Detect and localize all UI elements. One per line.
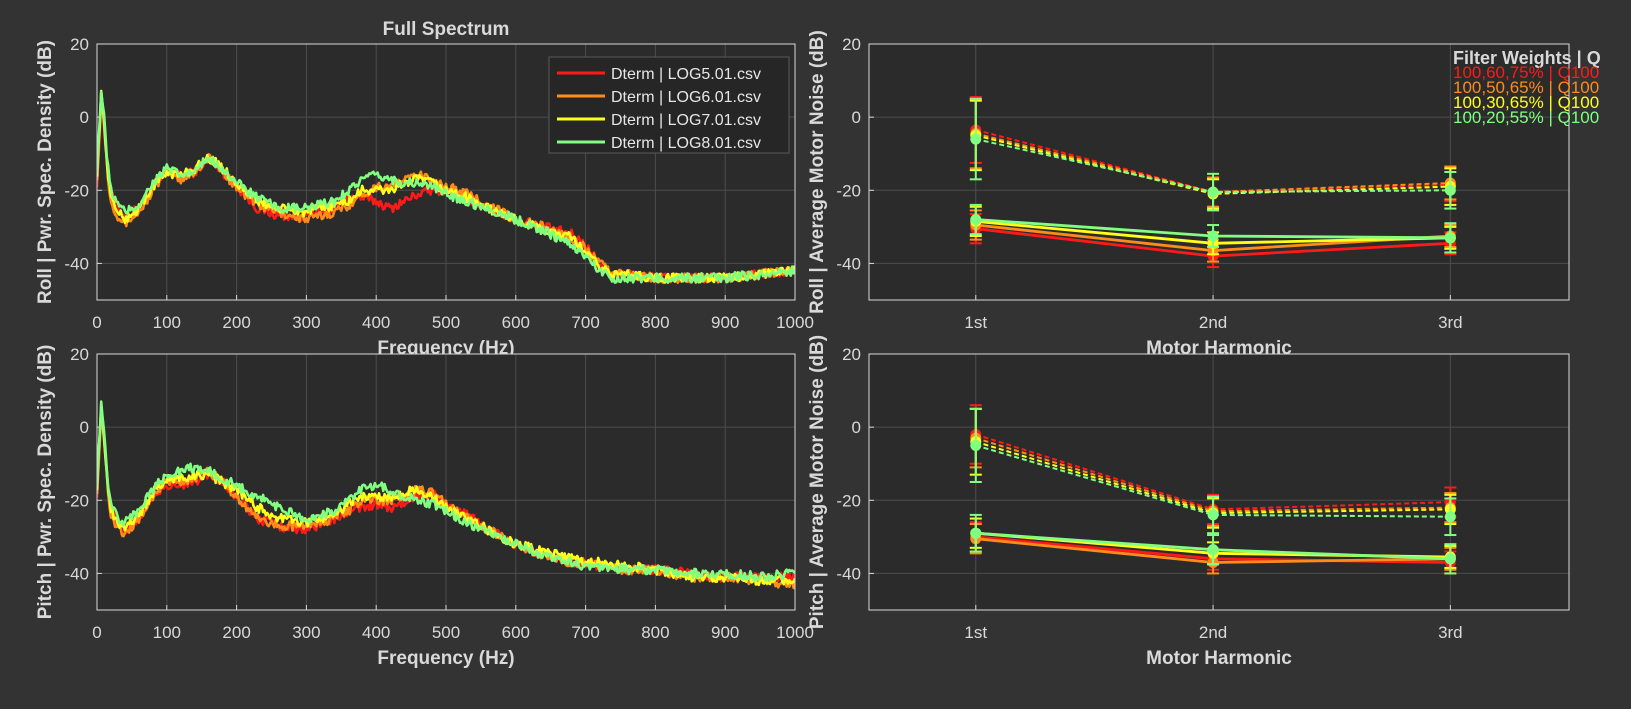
data-point	[1207, 544, 1219, 556]
x-tick-label: 1000	[776, 313, 814, 332]
x-tick-label: 500	[432, 623, 460, 642]
y-tick-label: 0	[80, 418, 89, 437]
series-line-green	[97, 90, 795, 285]
chart-title: Full Spectrum	[383, 19, 510, 40]
x-tick-label: 800	[641, 623, 669, 642]
x-tick-label: 2nd	[1199, 313, 1227, 332]
spectrum-pitch: 0 100 200 300 400 500 600 700 800 900 1000 -40 -20 0 2…	[35, 345, 814, 669]
y-tick-label: -40	[836, 254, 861, 273]
y-axis-label: Roll | Average Motor Noise (dB)	[807, 30, 828, 314]
series-group	[969, 96, 1457, 269]
data-point	[1444, 184, 1456, 196]
x-tick-label: 0	[92, 313, 101, 332]
x-tick-label: 300	[292, 313, 320, 332]
axes-frame	[96, 43, 796, 301]
data-point	[1444, 511, 1456, 523]
x-tick-label: 500	[432, 313, 460, 332]
harmonic-line-dashed-yellow	[975, 440, 1451, 515]
series-group	[97, 89, 795, 285]
x-tick-label: 200	[222, 623, 250, 642]
x-tick-label: 0	[92, 623, 101, 642]
data-point	[1444, 232, 1456, 244]
y-tick-label: 20	[70, 345, 89, 364]
data-point	[1207, 230, 1219, 242]
filter-weights-entry: 100,50,65% | Q100	[1453, 78, 1599, 97]
y-tick-label: -40	[64, 254, 89, 273]
x-tick-label: 300	[292, 623, 320, 642]
data-point	[970, 527, 982, 539]
x-tick-label: 900	[711, 623, 739, 642]
y-tick-label: 0	[80, 108, 89, 127]
data-point	[970, 133, 982, 145]
legend-entry: Dterm | LOG6.01.csv	[611, 89, 761, 106]
x-tick-label: 100	[153, 313, 181, 332]
x-tick-label: 700	[571, 313, 599, 332]
x-tick-label: 800	[641, 313, 669, 332]
harmonic-pitch: 1st 2nd 3rd -40 -20 0 20 Motor Harmonic Pitch | …	[807, 335, 1570, 669]
y-tick-label: 0	[852, 418, 861, 437]
x-tick-label: 600	[502, 313, 530, 332]
y-tick-label: 20	[70, 35, 89, 54]
filter-weights-entry: 100,30,65% | Q100	[1453, 93, 1599, 112]
y-tick-label: 20	[842, 345, 861, 364]
x-tick-label: 1st	[964, 313, 987, 332]
axes-frame	[868, 353, 1570, 611]
y-tick-label: -20	[836, 181, 861, 200]
x-tick-label: 100	[153, 623, 181, 642]
filter-weights-entry: 100,20,55% | Q100	[1453, 108, 1599, 127]
axes-frame	[96, 353, 796, 611]
data-point	[1444, 553, 1456, 565]
legend-entry: Dterm | LOG8.01.csv	[611, 135, 761, 152]
harmonic-line-dashed-red	[975, 128, 1451, 194]
harmonic-line-dashed-green	[975, 444, 1451, 518]
data-point	[1207, 186, 1219, 198]
legend-entry: Dterm | LOG7.01.csv	[611, 112, 761, 129]
x-tick-label: 900	[711, 313, 739, 332]
x-tick-label: 700	[571, 623, 599, 642]
y-axis-label: Pitch | Average Motor Noise (dB)	[807, 335, 828, 629]
series-line-green	[97, 400, 795, 583]
x-tick-label: 400	[362, 623, 390, 642]
y-tick-label: -20	[836, 491, 861, 510]
y-tick-label: -20	[64, 181, 89, 200]
y-tick-label: 0	[852, 108, 861, 127]
y-tick-label: 20	[842, 35, 861, 54]
x-tick-label: 400	[362, 313, 390, 332]
filter-weights-entry: 100,60,75% | Q100	[1453, 63, 1599, 82]
x-tick-label: 1st	[964, 623, 987, 642]
x-tick-label: 600	[502, 623, 530, 642]
x-tick-label: 200	[222, 313, 250, 332]
y-tick-label: -40	[64, 564, 89, 583]
y-tick-label: -40	[836, 564, 861, 583]
y-tick-label: -20	[64, 491, 89, 510]
y-axis-label: Pitch | Pwr. Spec. Density (dB)	[35, 345, 56, 620]
x-tick-label: 1000	[776, 623, 814, 642]
x-tick-label: 3rd	[1438, 623, 1463, 642]
data-point	[970, 439, 982, 451]
spectrum-roll: 0 100 200 300 400 500 600 700 800 900 1000 -40 -20 0 2…	[35, 19, 814, 359]
x-tick-label: 2nd	[1199, 623, 1227, 642]
x-tick-label: 3rd	[1438, 313, 1463, 332]
x-axis-label: Frequency (Hz)	[377, 648, 514, 669]
series-group	[97, 400, 795, 590]
series-group	[969, 404, 1457, 575]
filter-weights-title: Filter Weights | Q	[1453, 48, 1601, 68]
axes-frame	[868, 43, 1570, 301]
x-axis-label: Motor Harmonic	[1146, 648, 1292, 669]
data-point	[970, 214, 982, 226]
legend-entry: Dterm | LOG5.01.csv	[611, 66, 761, 83]
y-axis-label: Roll | Pwr. Spec. Density (dB)	[35, 40, 56, 304]
data-point	[1207, 509, 1219, 521]
